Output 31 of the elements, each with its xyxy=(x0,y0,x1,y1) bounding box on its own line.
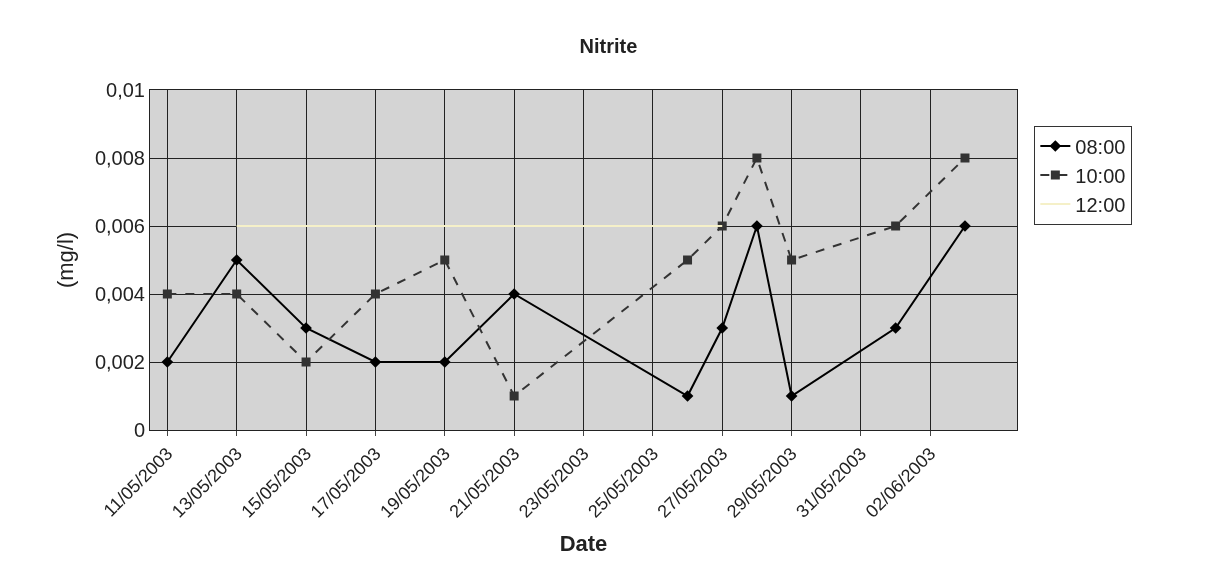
point xyxy=(509,391,519,401)
point xyxy=(301,357,311,367)
y-tick-label: 0,006 xyxy=(94,215,145,237)
point xyxy=(891,221,901,231)
point xyxy=(440,255,450,265)
point xyxy=(785,390,798,402)
legend-label: 12:00 xyxy=(1075,193,1126,216)
y-axis-title: (mg/l) xyxy=(52,231,78,289)
point xyxy=(752,153,762,163)
point xyxy=(683,255,693,265)
legend-label: 08:00 xyxy=(1075,135,1126,158)
point xyxy=(369,356,382,368)
y-tick-label: 0,01 xyxy=(106,79,145,101)
point xyxy=(161,356,174,368)
x-axis-title: Date xyxy=(559,531,608,557)
point xyxy=(162,289,172,299)
y-tick-label: 0,002 xyxy=(94,351,145,373)
point xyxy=(716,322,729,334)
point xyxy=(717,221,727,231)
chart-title: Nitrite xyxy=(579,35,638,58)
point xyxy=(787,255,797,265)
point xyxy=(889,322,902,334)
point xyxy=(960,153,970,163)
point xyxy=(681,390,694,402)
point xyxy=(370,289,380,299)
y-tick-label: 0 xyxy=(133,419,145,441)
legend-label: 10:00 xyxy=(1075,164,1126,187)
point xyxy=(230,254,243,266)
y-tick-label: 0,008 xyxy=(94,147,145,169)
point xyxy=(232,289,242,299)
y-tick-label: 0,004 xyxy=(94,283,145,305)
